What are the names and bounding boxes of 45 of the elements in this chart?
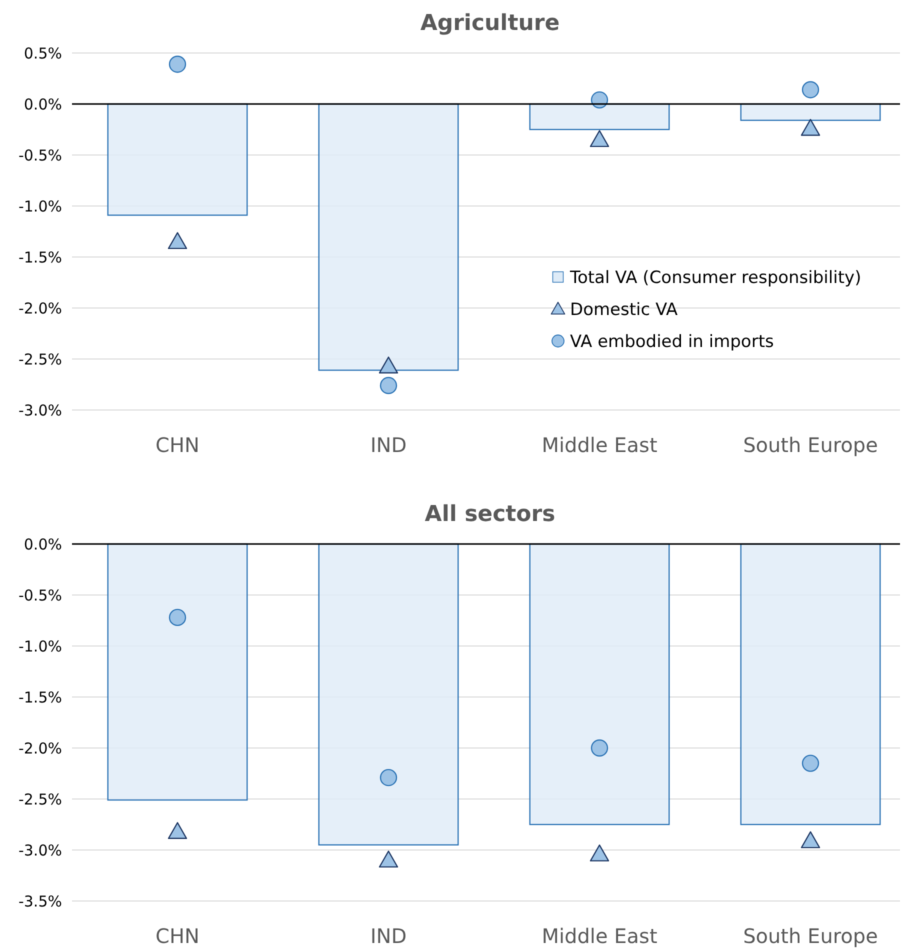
point — [378, 356, 398, 374]
legend-label: Domestic VA — [570, 300, 678, 320]
y-tick-label: -2.0% — [18, 739, 62, 758]
x-tick-label: Middle East — [542, 924, 658, 948]
y-tick-label: -3.5% — [18, 892, 62, 910]
point — [802, 754, 820, 772]
x-tick-label: South Europe — [743, 924, 878, 948]
point — [380, 376, 398, 394]
point — [168, 608, 186, 626]
point — [800, 118, 820, 136]
point — [380, 768, 398, 786]
point — [590, 844, 610, 862]
y-tick-label: -2.5% — [18, 790, 62, 808]
y-tick-label: -1.0% — [18, 197, 62, 216]
chart-title: Agriculture — [420, 11, 560, 36]
point — [800, 831, 820, 848]
x-tick-label: South Europe — [743, 433, 878, 457]
point — [378, 850, 398, 868]
y-tick-label: -2.0% — [18, 299, 62, 318]
y-tick-label: -1.0% — [18, 637, 62, 656]
y-tick-label: 0.5% — [24, 44, 62, 62]
chart-title: All sectors — [424, 502, 556, 527]
y-tick-label: -3.0% — [18, 401, 62, 420]
x-tick-label: IND — [370, 924, 407, 948]
point — [168, 232, 188, 250]
y-tick-label: -0.5% — [18, 146, 62, 164]
legend-label: Total VA (Consumer responsibility) — [569, 268, 862, 288]
point — [590, 739, 608, 757]
y-tick-label: -2.5% — [18, 350, 62, 368]
y-tick-label: 0.0% — [24, 95, 62, 114]
y-tick-label: 0.0% — [24, 535, 62, 554]
x-tick-label: CHN — [156, 433, 200, 457]
point — [590, 130, 610, 148]
legend-label: VA embodied in imports — [570, 332, 774, 352]
y-tick-label: -0.5% — [18, 586, 62, 604]
y-tick-label: -1.5% — [18, 688, 62, 706]
point — [802, 81, 820, 98]
x-tick-label: CHN — [156, 924, 200, 948]
x-tick-label: Middle East — [542, 433, 658, 457]
point — [590, 91, 608, 109]
point — [168, 822, 188, 839]
x-tick-label: IND — [370, 433, 407, 457]
y-tick-label: -1.5% — [18, 248, 62, 266]
point — [168, 56, 186, 73]
y-tick-label: -3.0% — [18, 841, 62, 860]
